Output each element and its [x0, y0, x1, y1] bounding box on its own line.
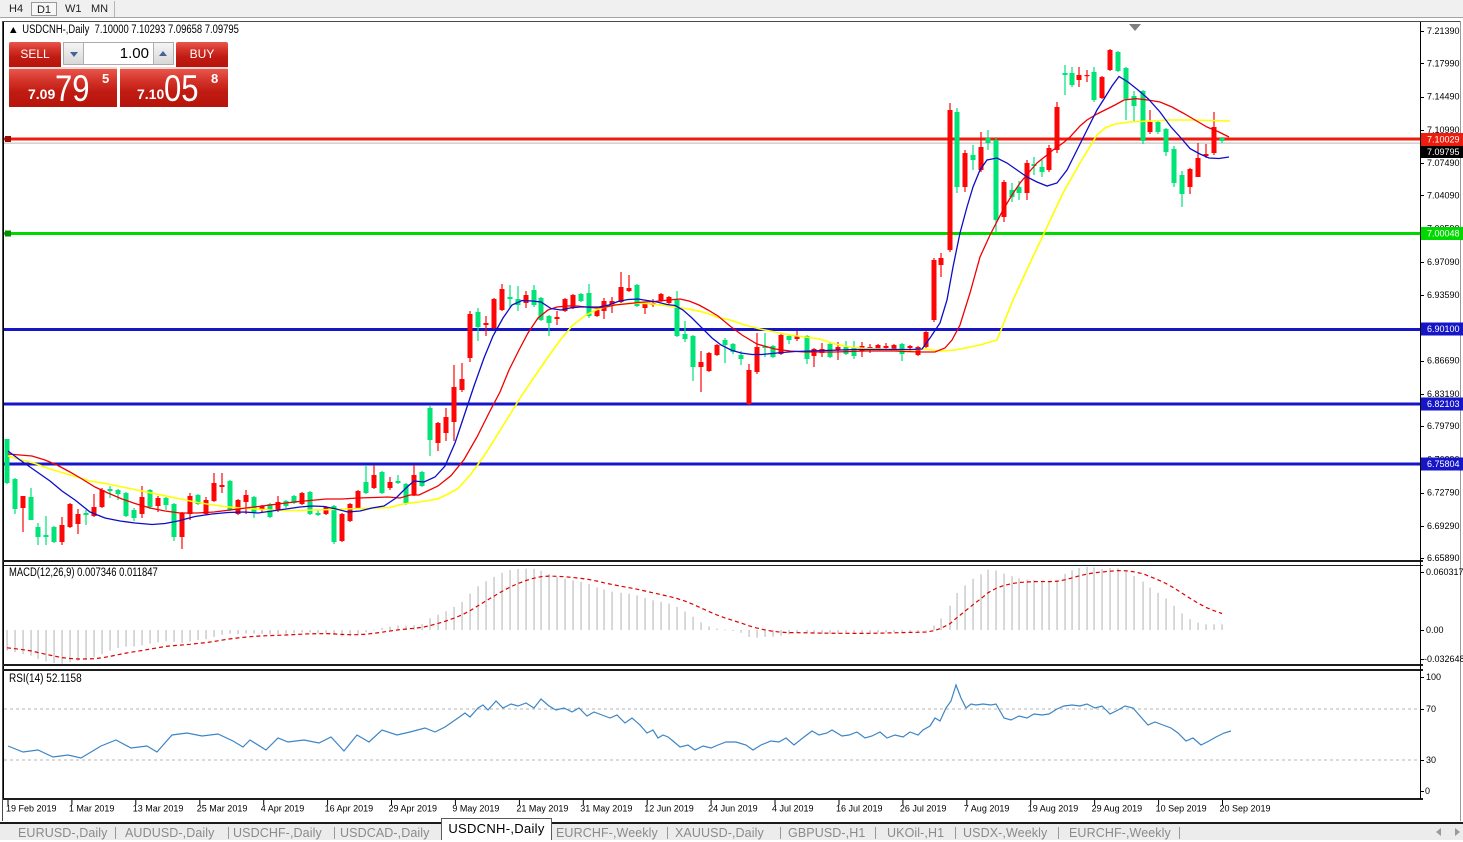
svg-text:6.79790: 6.79790: [1427, 421, 1460, 431]
svg-text:12 Jun 2019: 12 Jun 2019: [644, 804, 694, 814]
svg-text:6.86690: 6.86690: [1427, 356, 1460, 366]
svg-text:7.17990: 7.17990: [1427, 58, 1460, 68]
svg-text:4 Apr 2019: 4 Apr 2019: [261, 804, 305, 814]
svg-text:100: 100: [1426, 672, 1441, 682]
svg-text:0.00: 0.00: [1426, 625, 1444, 635]
svg-text:70: 70: [1426, 704, 1436, 714]
svg-text:30: 30: [1426, 755, 1436, 765]
svg-text:20 Sep 2019: 20 Sep 2019: [1220, 804, 1271, 814]
svg-text:1 Mar 2019: 1 Mar 2019: [69, 804, 115, 814]
svg-text:0.060317: 0.060317: [1426, 567, 1463, 577]
svg-text:21 May 2019: 21 May 2019: [516, 804, 568, 814]
svg-text:7.14490: 7.14490: [1427, 92, 1460, 102]
svg-text:7.21390: 7.21390: [1427, 26, 1460, 36]
svg-text:6.72790: 6.72790: [1427, 488, 1460, 498]
svg-text:7 Aug 2019: 7 Aug 2019: [964, 804, 1010, 814]
svg-text:29 Apr 2019: 29 Apr 2019: [389, 804, 438, 814]
svg-text:6.65890: 6.65890: [1427, 553, 1460, 563]
svg-text:6.90100: 6.90100: [1427, 324, 1460, 334]
svg-text:7.10029: 7.10029: [1427, 135, 1460, 145]
svg-text:29 Aug 2019: 29 Aug 2019: [1092, 804, 1143, 814]
svg-text:31 May 2019: 31 May 2019: [580, 804, 632, 814]
svg-text:7.09795: 7.09795: [1427, 147, 1460, 157]
svg-text:6.97090: 6.97090: [1427, 257, 1460, 267]
svg-text:16 Apr 2019: 16 Apr 2019: [325, 804, 374, 814]
svg-text:7.04090: 7.04090: [1427, 190, 1460, 200]
svg-text:-0.032648: -0.032648: [1424, 654, 1463, 664]
svg-text:6.75804: 6.75804: [1427, 459, 1460, 469]
svg-text:7.10990: 7.10990: [1427, 125, 1460, 135]
svg-text:0: 0: [1425, 786, 1430, 796]
svg-text:19 Feb 2019: 19 Feb 2019: [6, 804, 57, 814]
svg-text:7.00048: 7.00048: [1427, 229, 1460, 239]
svg-text:4 Jul 2019: 4 Jul 2019: [772, 804, 814, 814]
svg-text:6.69290: 6.69290: [1427, 521, 1460, 531]
svg-text:25 Mar 2019: 25 Mar 2019: [197, 804, 248, 814]
svg-text:6.93590: 6.93590: [1427, 290, 1460, 300]
svg-text:6.82103: 6.82103: [1427, 399, 1460, 409]
svg-text:6.83190: 6.83190: [1427, 389, 1460, 399]
svg-text:10 Sep 2019: 10 Sep 2019: [1156, 804, 1207, 814]
svg-text:26 Jul 2019: 26 Jul 2019: [900, 804, 947, 814]
svg-text:19 Aug 2019: 19 Aug 2019: [1028, 804, 1079, 814]
svg-text:24 Jun 2019: 24 Jun 2019: [708, 804, 758, 814]
svg-text:16 Jul 2019: 16 Jul 2019: [836, 804, 883, 814]
svg-text:7.07490: 7.07490: [1427, 158, 1460, 168]
svg-text:9 May 2019: 9 May 2019: [452, 804, 499, 814]
svg-text:13 Mar 2019: 13 Mar 2019: [133, 804, 184, 814]
